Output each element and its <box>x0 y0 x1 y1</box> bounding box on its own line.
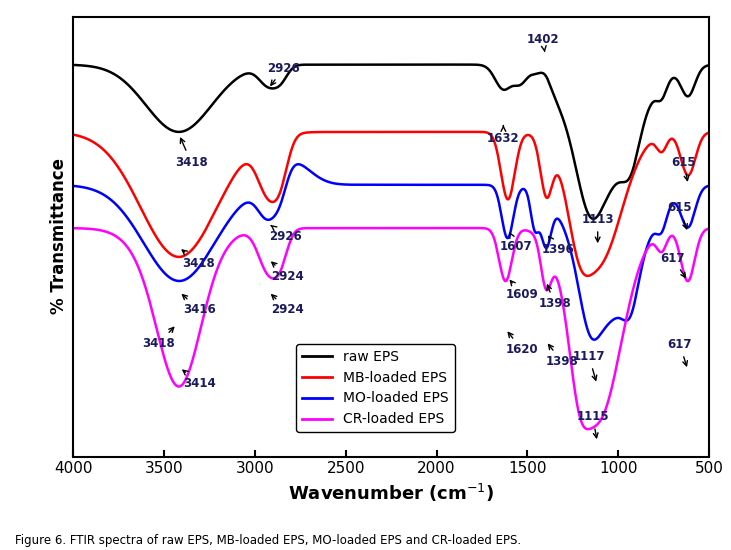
Text: 3416: 3416 <box>183 295 216 316</box>
Text: 2924: 2924 <box>271 262 304 283</box>
Text: 2926: 2926 <box>268 62 300 85</box>
Text: 3418: 3418 <box>182 250 215 270</box>
Text: 1398: 1398 <box>545 344 578 368</box>
Text: 1117: 1117 <box>573 350 605 380</box>
Text: 3418: 3418 <box>142 327 175 350</box>
X-axis label: Wavenumber (cm$^{-1}$): Wavenumber (cm$^{-1}$) <box>288 482 494 504</box>
Text: 617: 617 <box>661 252 686 277</box>
Y-axis label: % Transmittance: % Transmittance <box>50 158 67 315</box>
Text: 617: 617 <box>667 338 692 366</box>
Text: 1396: 1396 <box>542 236 575 256</box>
Text: 2924: 2924 <box>271 295 304 316</box>
Text: Figure 6. FTIR spectra of raw EPS, MB-loaded EPS, MO-loaded EPS and CR-loaded EP: Figure 6. FTIR spectra of raw EPS, MB-lo… <box>15 534 520 547</box>
Text: 615: 615 <box>672 156 697 180</box>
Text: 615: 615 <box>667 201 692 229</box>
Text: 1113: 1113 <box>581 213 614 242</box>
Text: 1609: 1609 <box>506 280 538 301</box>
Text: 1607: 1607 <box>500 233 533 252</box>
Text: 1620: 1620 <box>506 332 538 356</box>
Text: 1115: 1115 <box>577 410 609 438</box>
Text: 1402: 1402 <box>526 33 559 52</box>
Legend: raw EPS, MB-loaded EPS, MO-loaded EPS, CR-loaded EPS: raw EPS, MB-loaded EPS, MO-loaded EPS, C… <box>296 344 455 432</box>
Text: 3418: 3418 <box>175 138 208 168</box>
Text: 2926: 2926 <box>269 226 302 243</box>
Text: 1398: 1398 <box>538 285 571 310</box>
Text: 3414: 3414 <box>183 370 216 390</box>
Text: 1632: 1632 <box>487 126 520 145</box>
